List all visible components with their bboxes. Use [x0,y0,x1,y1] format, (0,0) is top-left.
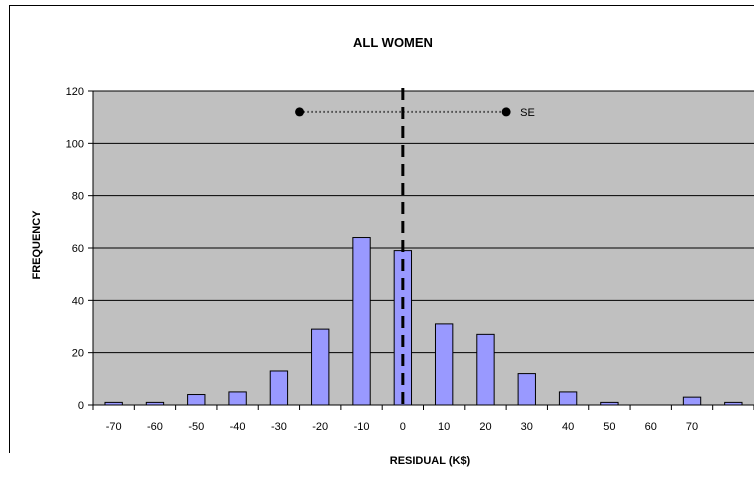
x-tick-label: -70 [106,421,122,433]
x-axis-label: RESIDUAL (K$) [390,455,471,467]
x-tick-label: -10 [354,421,370,433]
y-tick-label: 120 [66,86,84,98]
bar [558,391,578,406]
y-tick-label: 60 [72,243,84,255]
annotations: SE [295,88,535,405]
y-tick-label: 0 [78,400,84,412]
se-dot-right [501,107,511,117]
x-tick-label: 10 [438,421,450,433]
x-tick-label: 40 [562,421,574,433]
y-tick-label: 100 [66,138,84,150]
x-tick-label: -20 [312,421,328,433]
x-tick-label: 70 [686,421,698,433]
bar [269,370,289,406]
x-tick-label: -50 [188,421,204,433]
x-tick-label: -60 [147,421,163,433]
x-tick-label: 50 [603,421,615,433]
y-tick-label: 20 [72,348,84,360]
y-axis-label: FREQUENCY [31,210,43,280]
chart-title: ALL WOMEN [353,35,433,50]
x-tick-label: 20 [479,421,491,433]
axes: 0 20 40 60 80 100 120 -70 -60 -50 -40 -30 -20 -10 0 10 2… [66,86,754,433]
y-tick-label: 40 [72,295,84,307]
se-dot-left [295,107,305,117]
x-tick-label: 30 [521,421,533,433]
bar [228,391,247,406]
x-tick-label: -40 [230,421,246,433]
chart-frame [9,5,754,453]
y-tick-label: 80 [72,191,84,203]
x-tick-label: 0 [400,421,406,433]
x-tick-label: 60 [645,421,657,433]
bar [311,328,330,406]
x-tick-label: -30 [271,421,287,433]
bar [187,394,206,406]
bar [434,323,454,406]
bar [476,333,495,406]
bar [682,396,702,406]
se-label: SE [520,107,535,119]
bar [517,373,536,406]
bar [352,237,371,406]
bars [104,237,743,406]
